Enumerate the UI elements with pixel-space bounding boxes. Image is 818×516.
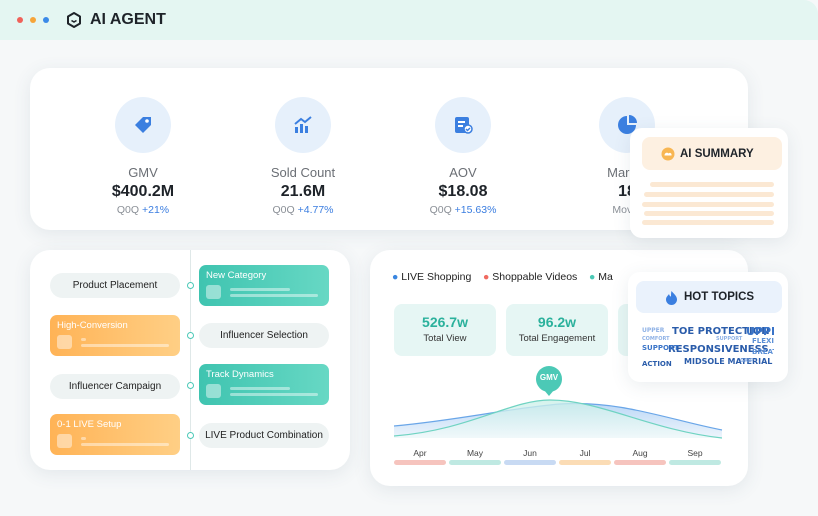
kpi-change: +21% [141, 204, 170, 216]
month-label: Jul [579, 448, 591, 458]
summary-line [642, 220, 774, 225]
window-dot[interactable] [30, 17, 36, 23]
flow-step[interactable]: Product Placement [50, 273, 180, 298]
topic-word[interactable]: GRIP [740, 358, 754, 364]
kpi-value: 21.6M [280, 183, 326, 200]
month-bar [559, 460, 611, 465]
flow-dot [187, 332, 194, 339]
summary-line [650, 182, 774, 187]
flow-step-title: High-Conversion [57, 320, 128, 331]
flow-card: Product Placement High-Conversion Influe… [30, 250, 350, 470]
summary-line [642, 202, 774, 207]
kpi-label: GMV [128, 165, 158, 180]
metric-label: Total View [423, 333, 467, 344]
topic-word[interactable]: TOE PROTECTION [672, 326, 770, 337]
metric-label: Total Engagement [518, 333, 596, 344]
ai-summary-title: AI SUMMARY [680, 148, 754, 160]
hot-topics-header [636, 281, 782, 313]
flow-dot [187, 282, 194, 289]
hot-topics-title: HOT TOPICS [684, 291, 755, 303]
month-bar [504, 460, 556, 465]
title-bar [0, 0, 818, 40]
month-bar [669, 460, 721, 465]
flow-step[interactable]: High-Conversion [50, 315, 180, 356]
flow-step[interactable]: New Category [199, 265, 329, 306]
metric-value: 96.2w [537, 314, 577, 330]
flow-dot [187, 382, 194, 389]
kpi-label: Sold Count [270, 165, 336, 180]
month-label: May [466, 448, 484, 458]
metric: 526.7w Total View [394, 304, 496, 356]
flow-step[interactable]: Track Dynamics [199, 364, 329, 405]
topic-word[interactable]: BREATHA [752, 348, 774, 356]
kpi: Sold Count 21.6M Q0Q +4.77% [223, 97, 383, 216]
kpi-icon [435, 97, 491, 153]
kpi-label: AOV [449, 165, 477, 180]
window-dot[interactable] [43, 17, 49, 23]
topic-word[interactable]: UPPER [642, 327, 665, 334]
legend: ● LIVE Shopping ● Shoppable Videos ● Ma [392, 271, 613, 283]
topic-word[interactable]: FLEXIBI [752, 337, 774, 345]
logo-icon [67, 12, 81, 28]
kpi: AOV $18.08 Q0Q +15.63% [383, 97, 543, 216]
window-dot[interactable] [17, 17, 23, 23]
word-cloud: TOE PROTECTION UPPER RESPONSIVENESS SUPP… [642, 324, 774, 369]
kpi-card: GMV $400.2M Q0Q +21% Sold Count 21.6M Q0… [30, 68, 748, 230]
flow-step[interactable]: Influencer Selection [199, 323, 329, 348]
kpi-change-label: Q0Q [429, 204, 452, 216]
topic-word[interactable]: SUPPORT [642, 344, 679, 352]
kpi: GMV $400.2M Q0Q +21% [63, 97, 223, 216]
kpi-change: +4.77% [297, 204, 334, 216]
month-bar [394, 460, 446, 465]
flow-step[interactable]: Influencer Campaign [50, 374, 180, 399]
summary-line [644, 211, 774, 216]
month-label: Jun [523, 448, 537, 458]
month-label: Sep [687, 448, 703, 458]
app-title: AI AGENT [90, 11, 166, 28]
trend-curves [393, 399, 723, 439]
flow-dot [187, 432, 194, 439]
hot-topics-icon [666, 291, 677, 305]
flow-step-title: 0-1 LIVE Setup [57, 419, 122, 430]
flow-step-title: Track Dynamics [206, 369, 274, 380]
kpi-icon [115, 97, 171, 153]
summary-line [644, 192, 774, 197]
month-label: Apr [413, 448, 427, 458]
topic-word[interactable]: COMFORT [642, 336, 670, 342]
topic-word[interactable]: ACTION [642, 360, 672, 368]
kpi-value: $400.2M [111, 183, 175, 200]
month-bar [614, 460, 666, 465]
topic-word[interactable]: SUPPORT [716, 336, 743, 342]
kpi-change-label: Q0Q [116, 204, 140, 216]
hot-topics-card: HOT TOPICS TOE PROTECTION UPPER RESPONSI… [628, 272, 788, 382]
month-label: Aug [632, 448, 648, 458]
legend-item[interactable]: Ma [598, 271, 613, 283]
month-bar [449, 460, 501, 465]
topic-word[interactable]: UPPER [746, 325, 774, 338]
kpi-value: $18.08 [438, 183, 488, 200]
topic-word[interactable]: MIDSOLE MATERIAL [684, 357, 773, 366]
legend-item[interactable]: Shoppable Videos [492, 271, 578, 283]
flow-step[interactable]: LIVE Product Combination [199, 423, 329, 448]
flow-step-title: New Category [206, 270, 267, 281]
flow-line [190, 250, 191, 470]
gmv-bubble: GMV [539, 373, 559, 382]
ai-summary-card: AI SUMMARY [630, 128, 788, 238]
topic-word[interactable]: RESPONSIVENESS [668, 344, 769, 355]
metric: 96.2w Total Engagement [506, 304, 608, 356]
metric-value: 526.7w [422, 314, 468, 330]
flow-step[interactable]: 0-1 LIVE Setup [50, 414, 180, 455]
kpi-change-label: Q0Q [272, 204, 295, 216]
ai-summary-icon [661, 147, 675, 161]
gmv-bubble-shape [536, 366, 562, 396]
kpi-change: +15.63% [454, 204, 497, 216]
kpi-icon [275, 97, 331, 153]
legend-item[interactable]: LIVE Shopping [401, 271, 472, 283]
